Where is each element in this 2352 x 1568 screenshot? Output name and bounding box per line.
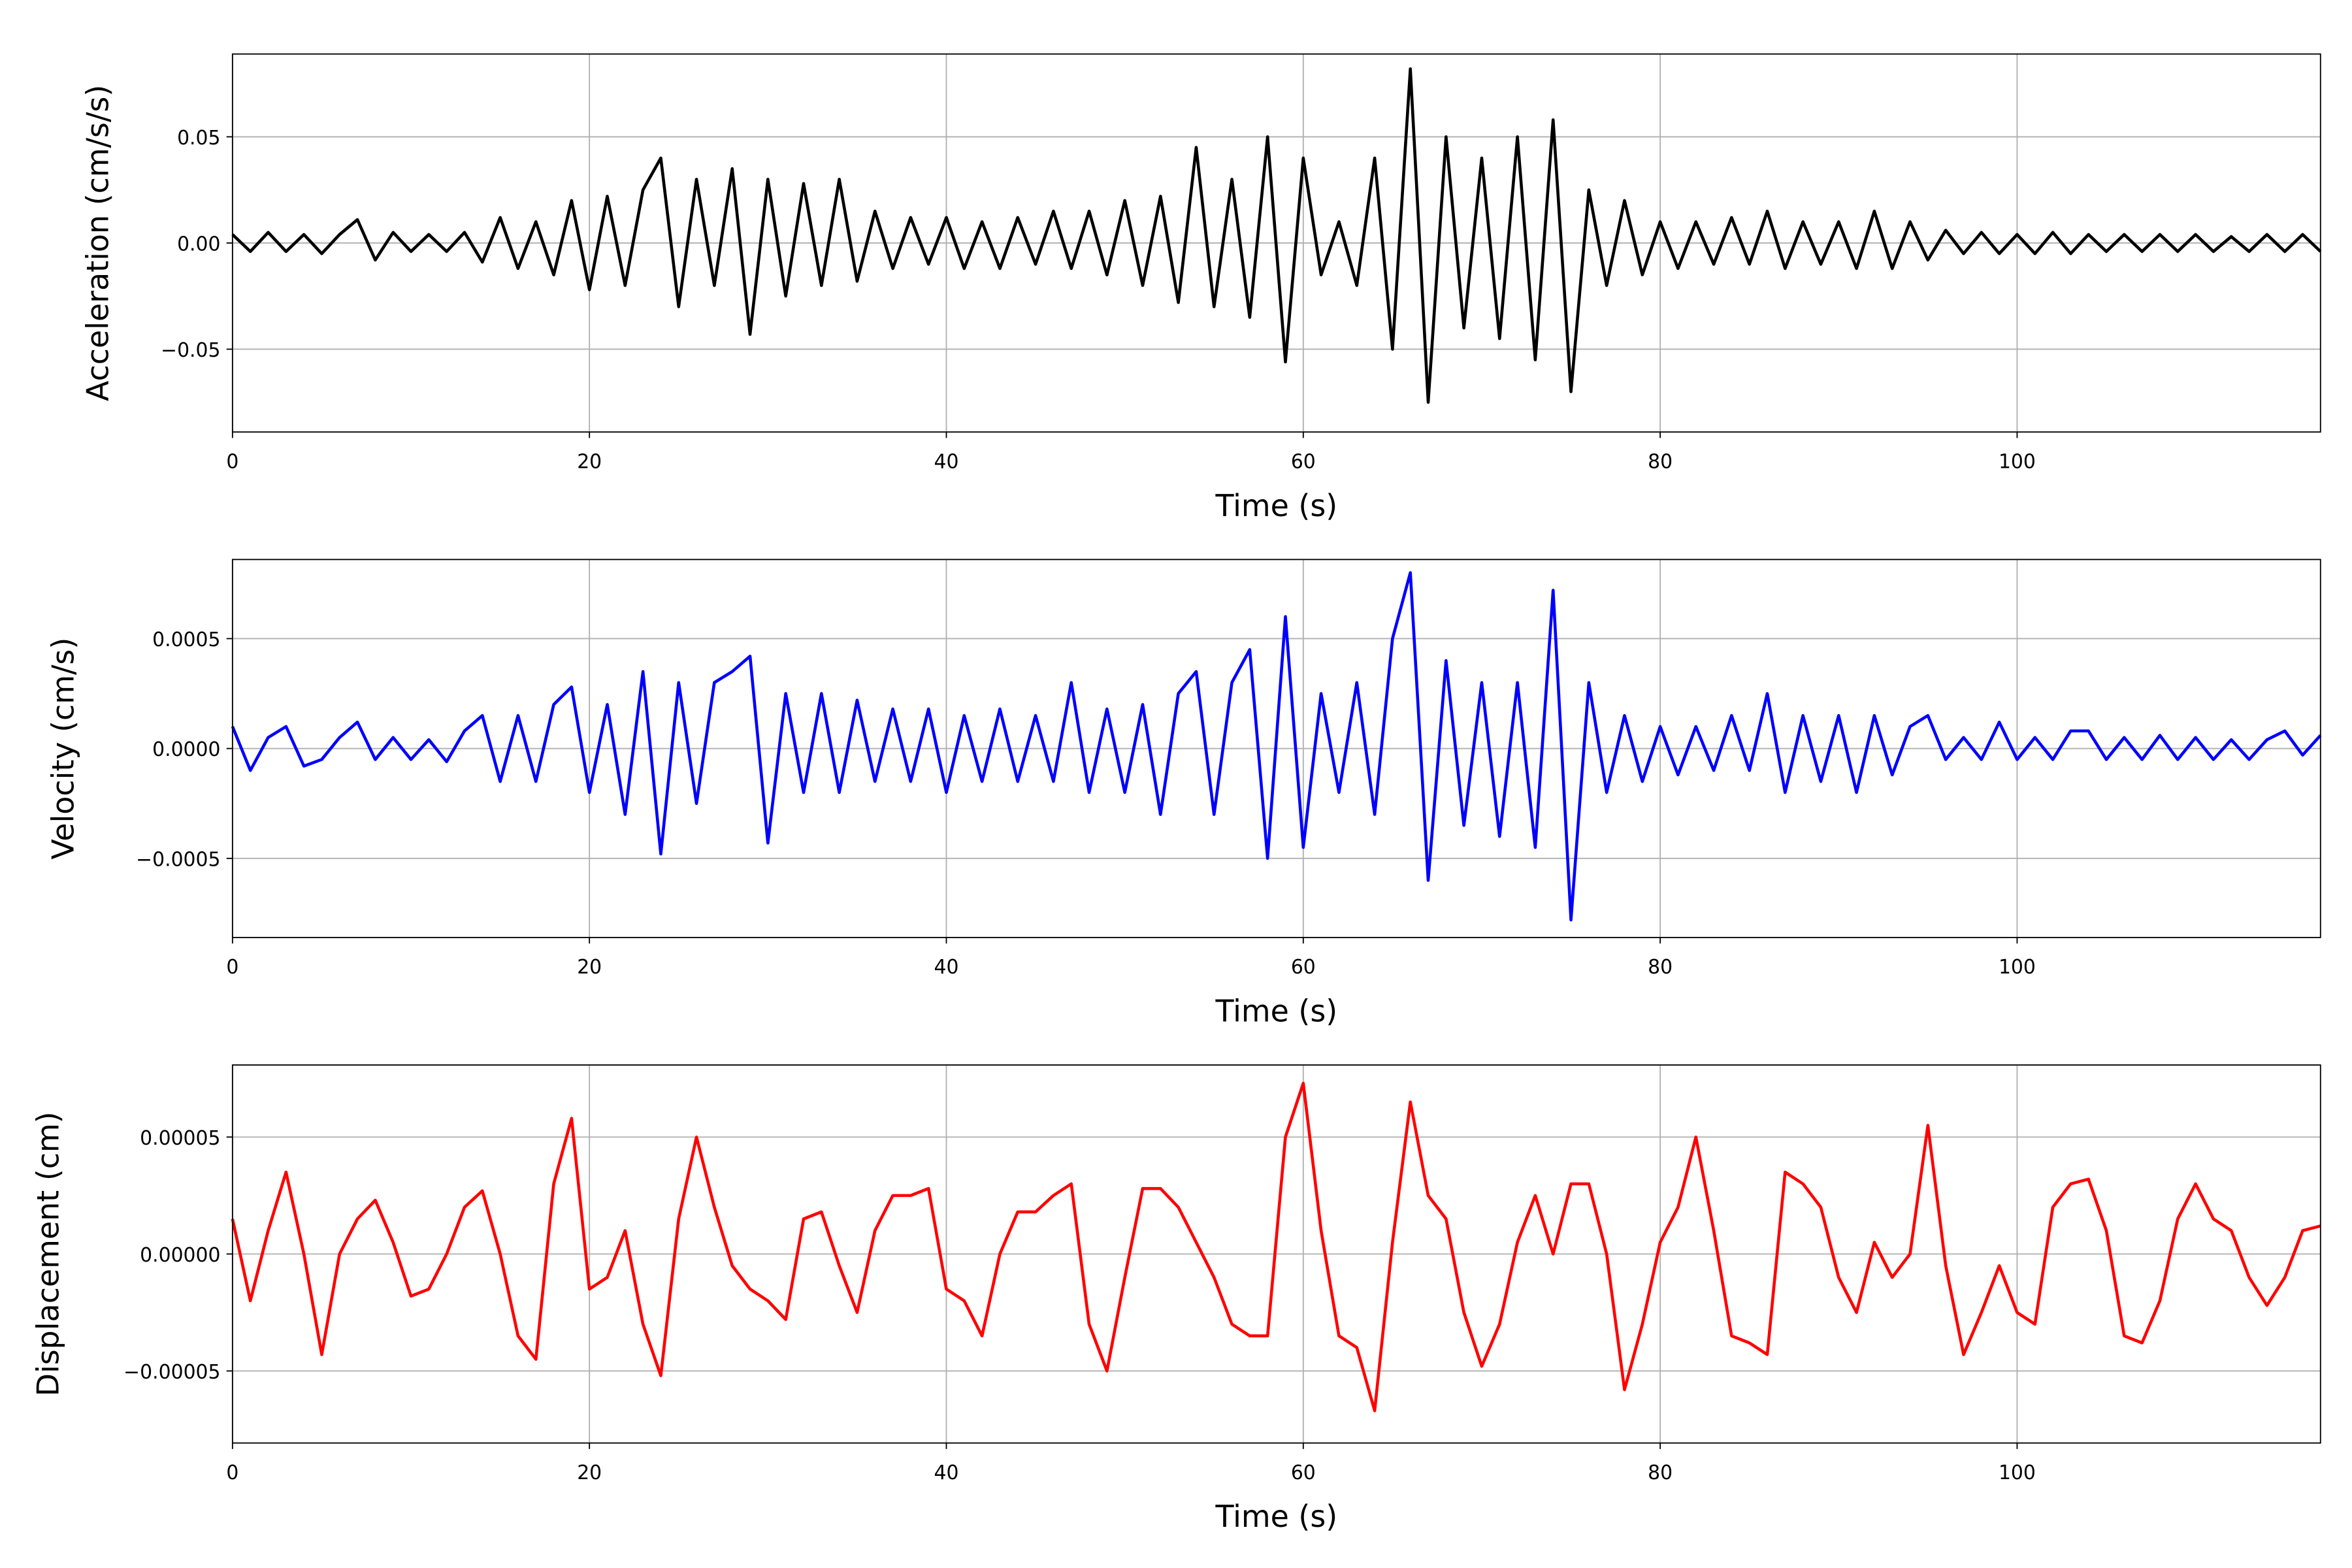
x-tick-label: 80 — [1648, 1462, 1673, 1484]
data-line — [231, 571, 2322, 922]
y-tick-label: 0.00005 — [140, 1127, 220, 1150]
x-tick-label: 100 — [1999, 1462, 2036, 1484]
x-tick-label: 0 — [226, 450, 238, 473]
y-tick-label: 0.00 — [177, 233, 220, 255]
data-line — [231, 67, 2322, 404]
x-tick-label: 40 — [934, 450, 959, 473]
y-axis-label: Acceleration (cm/s/s) — [80, 85, 115, 401]
x-axis-label: Time (s) — [1215, 1499, 1337, 1534]
plot-frame — [231, 1064, 2321, 1444]
plot-frame — [231, 53, 2321, 433]
x-tick-label: 60 — [1291, 450, 1316, 473]
y-axis-label: Velocity (cm/s) — [46, 638, 81, 860]
x-tick-label: 0 — [226, 956, 238, 979]
x-tick-label: 60 — [1291, 956, 1316, 979]
x-tick-label: 100 — [1999, 956, 2036, 979]
y-axis-label: Displacement (cm) — [31, 1111, 66, 1396]
y-tick-label: 0.05 — [177, 127, 220, 150]
x-tick-label: 40 — [934, 956, 959, 979]
x-axis-label: Time (s) — [1215, 994, 1337, 1029]
x-tick-label: 100 — [1999, 450, 2036, 473]
x-tick-label: 20 — [577, 450, 602, 473]
y-tick-label: −0.05 — [161, 339, 220, 362]
x-tick-label: 80 — [1648, 956, 1673, 979]
y-tick-label: −0.00005 — [123, 1361, 220, 1384]
x-tick-label: 80 — [1648, 450, 1673, 473]
x-tick-label: 20 — [577, 956, 602, 979]
plot-frame — [231, 559, 2321, 938]
y-tick-label: −0.0005 — [136, 848, 220, 871]
y-tick-label: 0.0005 — [152, 629, 220, 651]
data-line — [231, 1081, 2321, 1413]
y-tick-label: 0.00000 — [140, 1244, 220, 1267]
x-tick-label: 60 — [1291, 1462, 1316, 1484]
y-tick-label: 0.0000 — [152, 738, 220, 761]
x-axis-label: Time (s) — [1215, 488, 1337, 523]
x-tick-label: 20 — [577, 1462, 602, 1484]
x-tick-label: 40 — [934, 1462, 959, 1484]
x-tick-label: 0 — [226, 1462, 238, 1484]
